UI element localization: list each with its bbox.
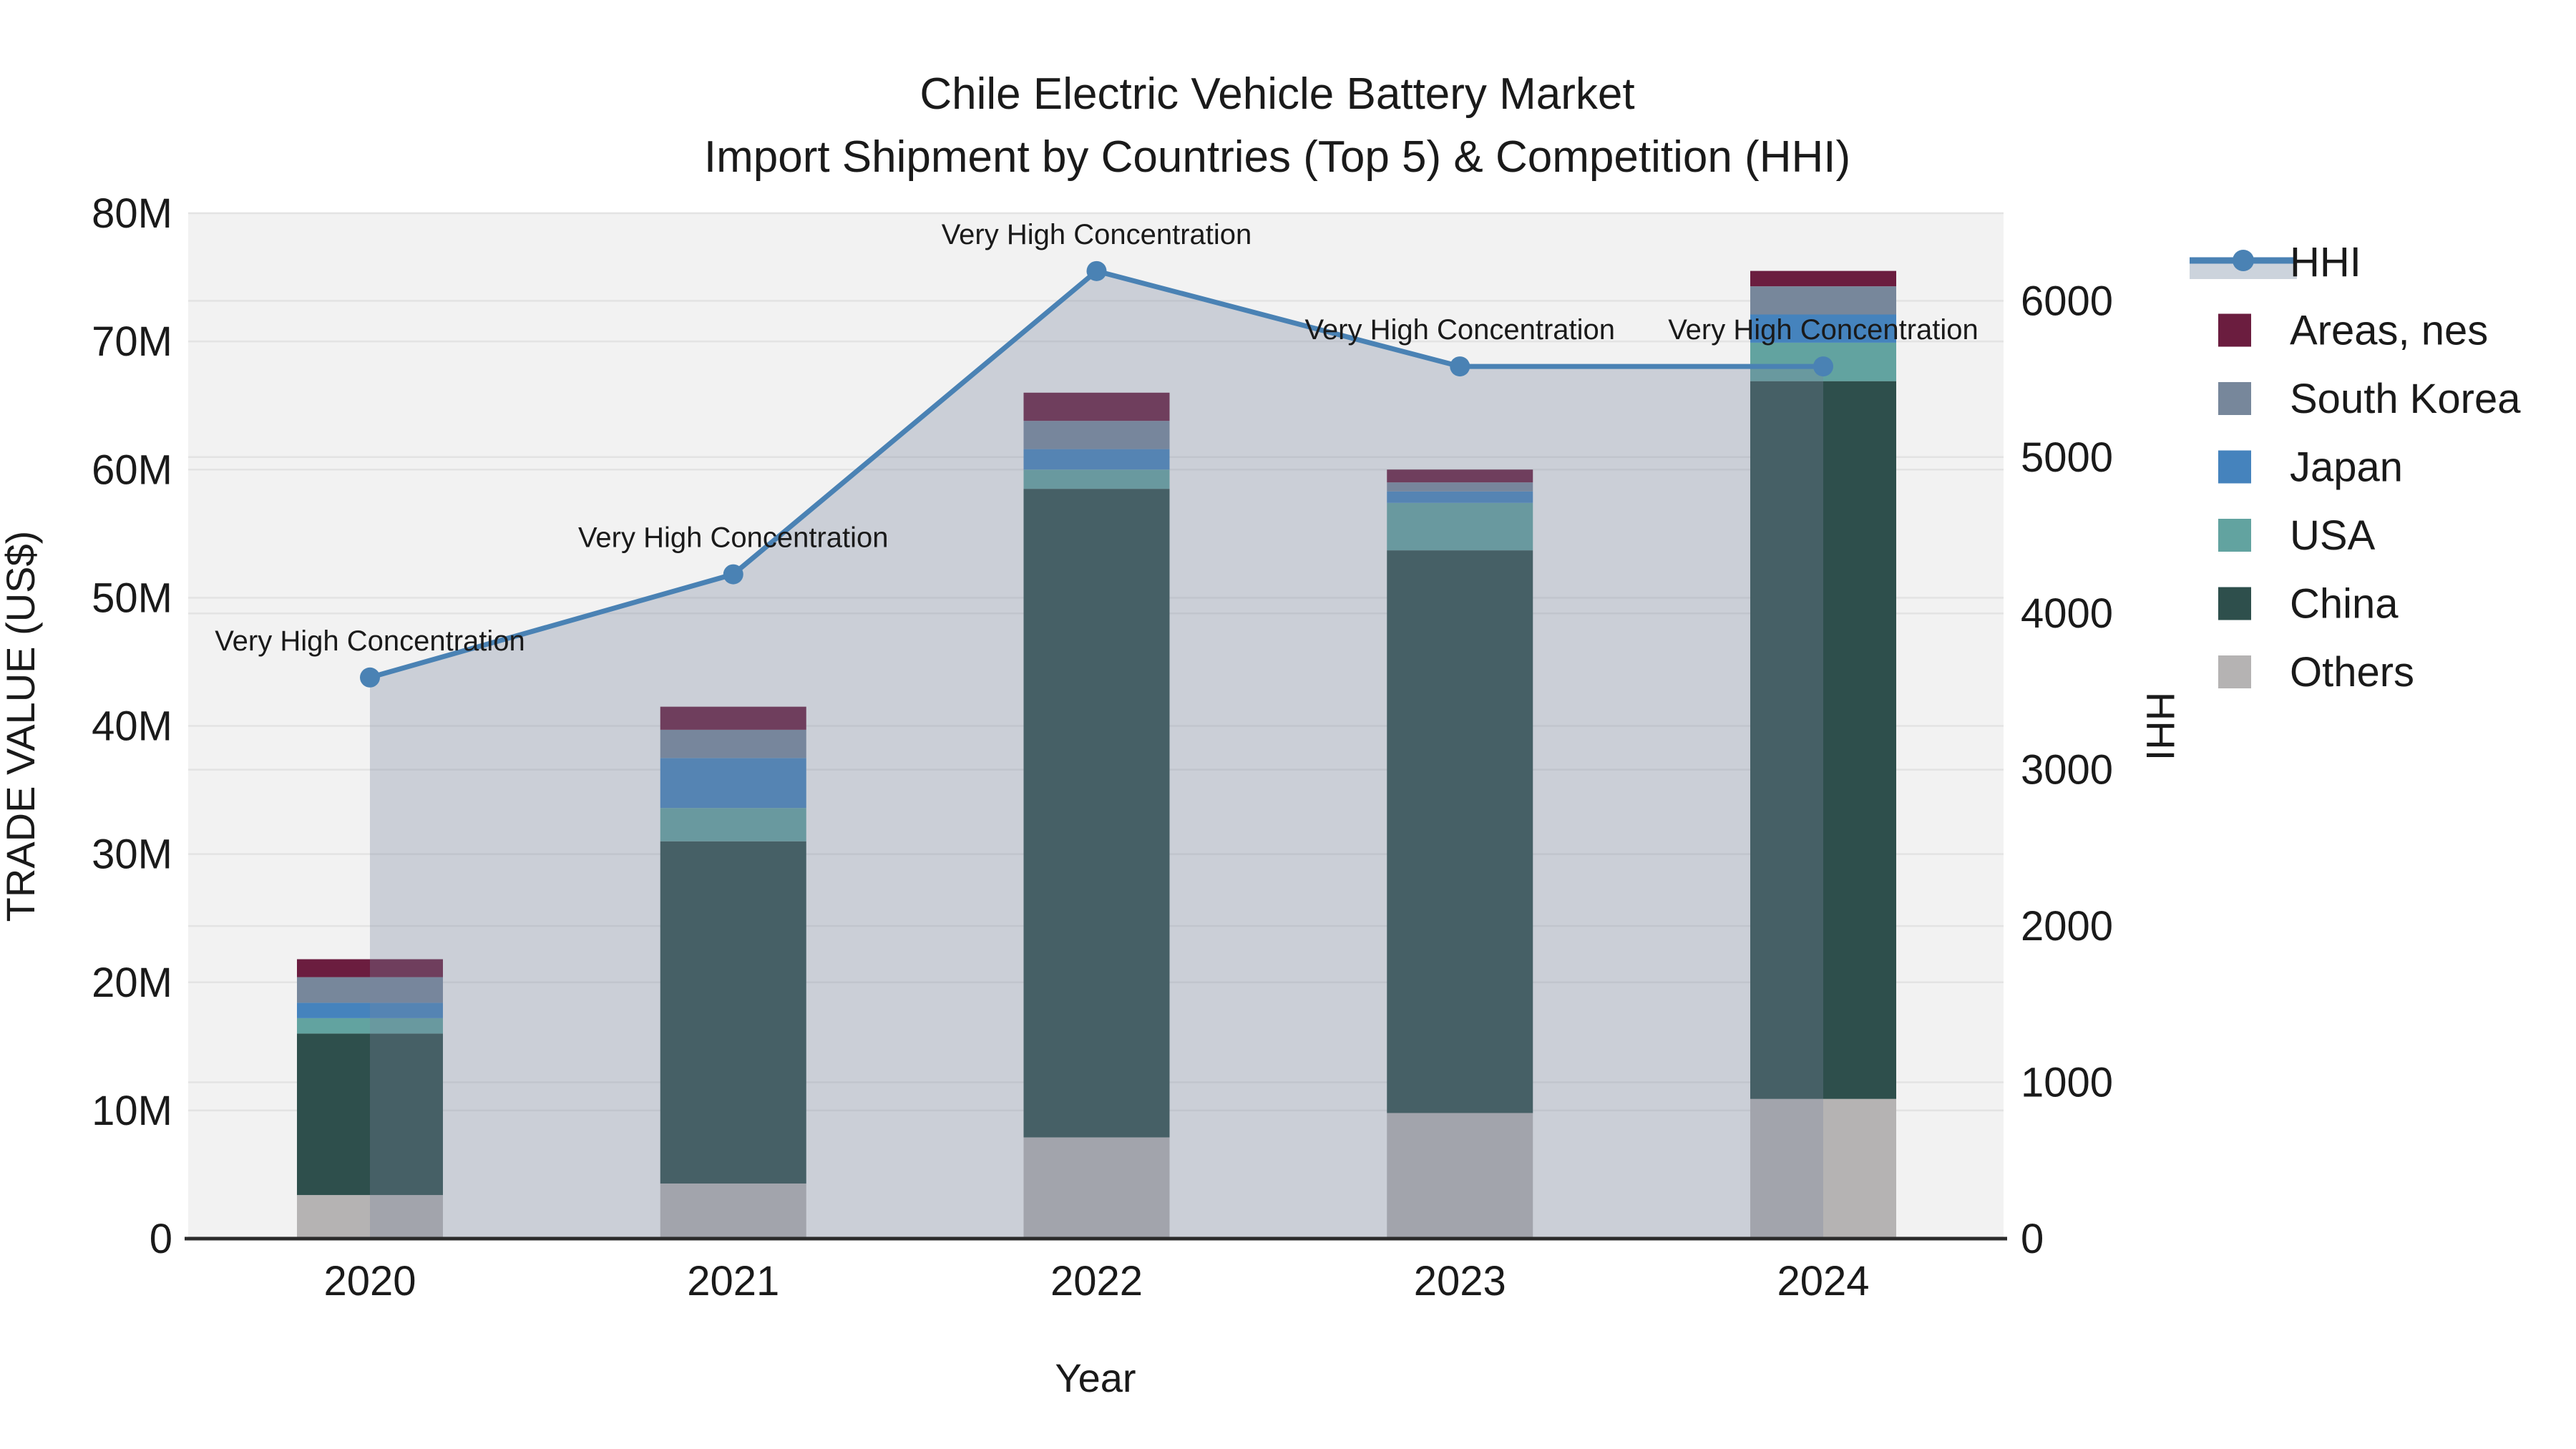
bar-segment-china-2022 — [1023, 489, 1170, 1138]
annotation-2022: Very High Concentration — [942, 219, 1252, 250]
y-left-tick-labels: 0 10M 20M 30M 40M 50M 60M 70M 80M — [92, 190, 172, 1262]
legend-swatch-others — [2218, 655, 2251, 688]
bar-segment-japan-2024 — [1750, 314, 1896, 343]
x-tick-2021: 2021 — [687, 1258, 779, 1304]
bar-segment-south-korea-2022 — [1023, 421, 1170, 449]
legend-swatch-china — [2218, 587, 2251, 620]
bar-segment-usa-2021 — [660, 808, 806, 841]
legend-label-south-korea: South Korea — [2290, 376, 2521, 422]
hhi-line — [360, 260, 1833, 688]
x-tick-2020: 2020 — [323, 1258, 416, 1304]
x-tick-2023: 2023 — [1414, 1258, 1506, 1304]
bar-segment-others-2021 — [660, 1183, 806, 1239]
bar-segment-south-korea-2021 — [660, 729, 806, 758]
y-left-axis-title: TRADE VALUE (US$) — [0, 531, 43, 922]
legend-item-areas-nes: Areas, nes — [2218, 308, 2488, 354]
y-right-tick: 0 — [2021, 1216, 2044, 1262]
hhi-marker-2020 — [360, 667, 380, 688]
y-right-tick: 5000 — [2021, 434, 2113, 481]
bar-segment-areas-nes-2024 — [1750, 270, 1896, 287]
bar-segment-areas-nes-2020 — [297, 959, 443, 977]
y-left-tick: 10M — [92, 1088, 172, 1134]
legend-label-hhi: HHI — [2290, 239, 2361, 286]
legend-item-hhi: HHI — [2190, 239, 2361, 286]
x-tick-labels: 2020 2021 2022 2023 2024 — [323, 1258, 1869, 1304]
legend-label-usa: USA — [2290, 512, 2376, 559]
legend-label-china: China — [2290, 581, 2399, 628]
x-axis-title: Year — [1055, 1355, 1136, 1400]
bar-segment-japan-2022 — [1023, 449, 1170, 470]
hhi-marker-2023 — [1450, 356, 1470, 377]
legend-swatch-areas-nes — [2218, 313, 2251, 347]
bar-segment-south-korea-2020 — [297, 977, 443, 1003]
bar-segment-south-korea-2023 — [1387, 482, 1533, 492]
annotation-2021: Very High Concentration — [578, 522, 889, 554]
bar-segment-china-2024 — [1750, 381, 1896, 1099]
bar-segment-china-2021 — [660, 841, 806, 1184]
y-left-tick: 50M — [92, 575, 172, 621]
y-left-tick: 70M — [92, 318, 172, 365]
chart-title-line1: Chile Electric Vehicle Battery Market — [919, 69, 1634, 119]
legend-label-japan: Japan — [2290, 444, 2403, 491]
x-tick-2024: 2024 — [1777, 1258, 1869, 1304]
y-left-tick: 80M — [92, 190, 172, 237]
legend-hhi-marker — [2233, 250, 2254, 271]
bar-segment-japan-2023 — [1387, 491, 1533, 503]
bar-segment-areas-nes-2022 — [1023, 392, 1170, 421]
y-left-tick: 0 — [150, 1216, 172, 1262]
bar-segment-china-2023 — [1387, 550, 1533, 1113]
bar-segment-usa-2023 — [1387, 502, 1533, 551]
legend-swatch-japan — [2218, 450, 2251, 484]
annotations: Very High Concentration Very High Concent… — [215, 219, 1979, 657]
legend-swatch-usa — [2218, 519, 2251, 552]
bar-segment-usa-2020 — [297, 1018, 443, 1034]
bar-segment-others-2020 — [297, 1195, 443, 1239]
y-left-tick: 30M — [92, 831, 172, 878]
bar-segment-areas-nes-2023 — [1387, 469, 1533, 483]
legend: HHI Areas, nes South Korea Japan USA China Oth… — [2190, 239, 2521, 696]
hhi-marker-2024 — [1813, 356, 1833, 377]
x-tick-2022: 2022 — [1050, 1258, 1143, 1304]
y-right-tick: 3000 — [2021, 747, 2113, 794]
legend-label-areas-nes: Areas, nes — [2290, 308, 2488, 354]
y-left-tick: 20M — [92, 960, 172, 1006]
y-right-tick-labels: 0 1000 2000 3000 4000 5000 6000 — [2021, 278, 2113, 1262]
bar-segment-japan-2021 — [660, 758, 806, 809]
bar-segment-usa-2022 — [1023, 469, 1170, 489]
annotation-2024: Very High Concentration — [1668, 314, 1979, 346]
y-right-tick: 1000 — [2021, 1060, 2113, 1106]
bar-segment-south-korea-2024 — [1750, 286, 1896, 315]
chart-title-line2: Import Shipment by Countries (Top 5) & C… — [704, 132, 1850, 182]
bar-segment-japan-2020 — [297, 1002, 443, 1018]
y-right-tick: 4000 — [2021, 590, 2113, 637]
legend-item-south-korea: South Korea — [2218, 376, 2521, 422]
annotation-2020: Very High Concentration — [215, 625, 525, 657]
legend-item-others: Others — [2218, 649, 2414, 696]
annotation-2023: Very High Concentration — [1304, 314, 1615, 346]
y-right-tick: 2000 — [2021, 903, 2113, 950]
bar-segment-others-2024 — [1750, 1098, 1896, 1239]
bar-segment-areas-nes-2021 — [660, 706, 806, 730]
y-left-tick: 60M — [92, 447, 172, 493]
legend-item-china: China — [2218, 581, 2399, 628]
hhi-area-fill — [370, 270, 1823, 1239]
stacked-bars — [297, 270, 1896, 1239]
hhi-marker-2021 — [723, 564, 743, 585]
y-right-tick: 6000 — [2021, 278, 2113, 324]
legend-swatch-south-korea — [2218, 382, 2251, 415]
y-right-axis-title: HHI — [2138, 692, 2183, 761]
legend-label-others: Others — [2290, 649, 2414, 696]
bar-segment-others-2023 — [1387, 1113, 1533, 1239]
y-left-tick: 40M — [92, 703, 172, 750]
bar-segment-china-2020 — [297, 1033, 443, 1196]
legend-item-usa: USA — [2218, 512, 2376, 559]
hhi-area-polygon — [370, 270, 1823, 1239]
hhi-marker-2022 — [1086, 260, 1107, 281]
legend-item-japan: Japan — [2218, 444, 2403, 491]
bar-segment-others-2022 — [1023, 1137, 1170, 1239]
